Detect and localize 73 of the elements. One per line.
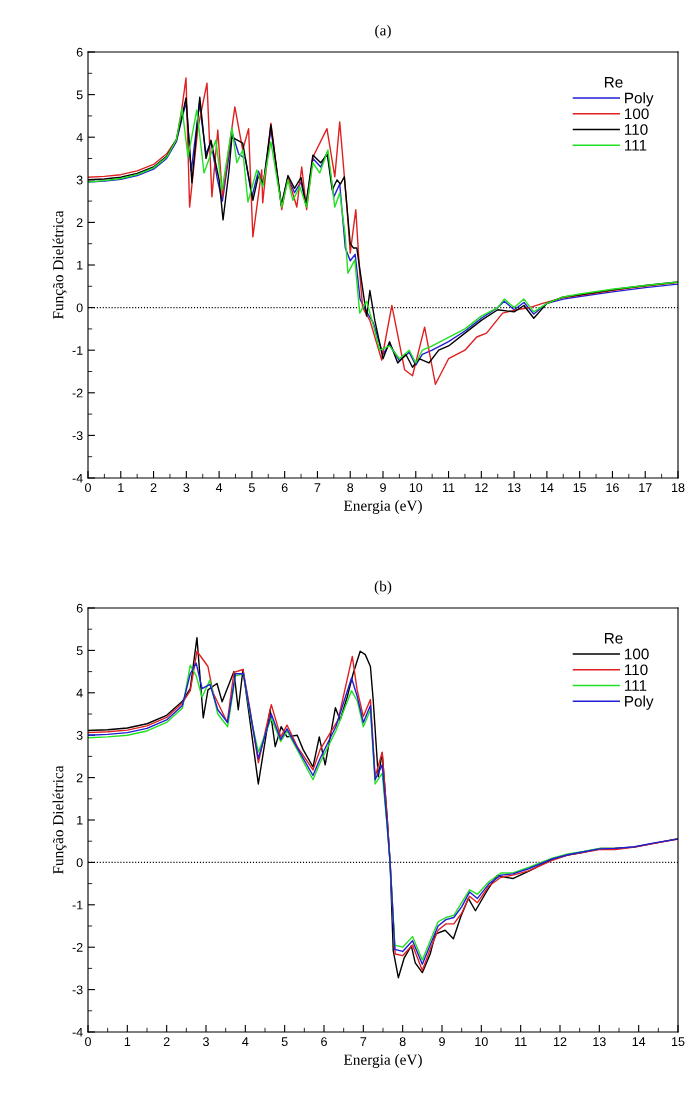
x-tick-label: 0 [85, 483, 91, 493]
y-tick-label: -3 [72, 985, 83, 995]
y-tick-label: -1 [72, 900, 83, 910]
x-tick-label: 15 [672, 1037, 685, 1047]
x-tick-label: 1 [124, 1037, 131, 1046]
legend-label: 111 [625, 140, 647, 151]
x-tick-label: 7 [360, 1037, 367, 1046]
x-tick-label: 14 [540, 483, 554, 492]
y-tick-label: 1 [77, 815, 83, 825]
y-tick-label: 1 [77, 260, 83, 270]
x-tick-label: 11 [443, 483, 455, 492]
x-tick-label: 6 [321, 1037, 327, 1047]
y-tick-label: -2 [72, 943, 83, 952]
x-axis-title: Energia (eV) [343, 500, 422, 514]
y-tick-label: 4 [76, 133, 83, 142]
x-tick-label: 11 [515, 1037, 527, 1046]
legend-label: 110 [625, 124, 648, 135]
legend-label: Poly [625, 92, 654, 107]
x-tick-label: 12 [475, 483, 488, 492]
x-tick-label: 5 [248, 483, 255, 493]
legend-label: 100 [625, 648, 649, 660]
y-tick-label: 2 [76, 773, 83, 783]
y-tick-label: 4 [76, 688, 83, 698]
x-tick-label: 13 [508, 483, 521, 493]
x-tick-label: 10 [475, 1037, 488, 1047]
x-tick-label: 16 [606, 483, 619, 493]
y-tick-label: 6 [76, 47, 83, 57]
x-tick-label: 0 [85, 1037, 91, 1047]
x-tick-label: 3 [183, 483, 190, 493]
legend-title: Re [604, 633, 623, 644]
x-tick-label: 5 [281, 1037, 288, 1047]
x-tick-label: 13 [593, 1037, 606, 1047]
y-tick-label: 5 [76, 646, 83, 656]
x-tick-label: 2 [163, 1037, 170, 1046]
x-tick-label: 6 [281, 483, 288, 493]
y-tick-label: 3 [76, 731, 83, 740]
y-tick-label: -3 [72, 431, 83, 441]
x-tick-label: 12 [554, 1037, 567, 1046]
y-tick-label: 6 [76, 603, 83, 613]
legend-label: 111 [625, 680, 647, 691]
x-axis-title: Energia (eV) [343, 1054, 422, 1068]
legend-title: Re [604, 77, 623, 88]
x-tick-label: 4 [215, 483, 223, 492]
y-tick-label: 2 [76, 218, 83, 227]
y-tick-label: 5 [76, 90, 83, 100]
x-tick-label: 9 [380, 483, 386, 493]
x-tick-label: 3 [203, 1037, 209, 1047]
y-tick-label: 0 [76, 858, 83, 868]
x-tick-label: 8 [399, 1037, 406, 1047]
x-tick-label: 2 [150, 483, 157, 492]
x-tick-label: 18 [672, 483, 685, 493]
y-tick-label: -4 [72, 473, 83, 483]
y-tick-label: -4 [72, 1027, 83, 1037]
y-tick-label: 0 [76, 303, 83, 313]
x-tick-label: 10 [409, 483, 423, 493]
y-tick-label: -1 [72, 346, 83, 355]
y-axis-title: Função Dielétrica [52, 210, 67, 320]
x-tick-label: 15 [573, 483, 587, 493]
x-tick-label: 8 [347, 483, 354, 493]
legend-label: 100 [625, 108, 649, 120]
y-tick-label: 3 [76, 175, 83, 185]
y-axis-title: Função Dielétrica [52, 765, 67, 875]
x-tick-label: 4 [242, 1037, 249, 1046]
x-tick-label: 17 [639, 483, 652, 492]
legend-label: 110 [625, 664, 648, 676]
x-tick-label: 9 [439, 1037, 445, 1047]
chart-title: (b) [374, 580, 392, 595]
y-tick-label: -2 [72, 388, 83, 398]
x-tick-label: 1 [118, 483, 124, 492]
chart-title: (a) [375, 24, 391, 39]
legend-label: Poly [625, 695, 654, 710]
x-tick-label: 14 [632, 1037, 646, 1046]
x-tick-label: 7 [314, 483, 321, 492]
